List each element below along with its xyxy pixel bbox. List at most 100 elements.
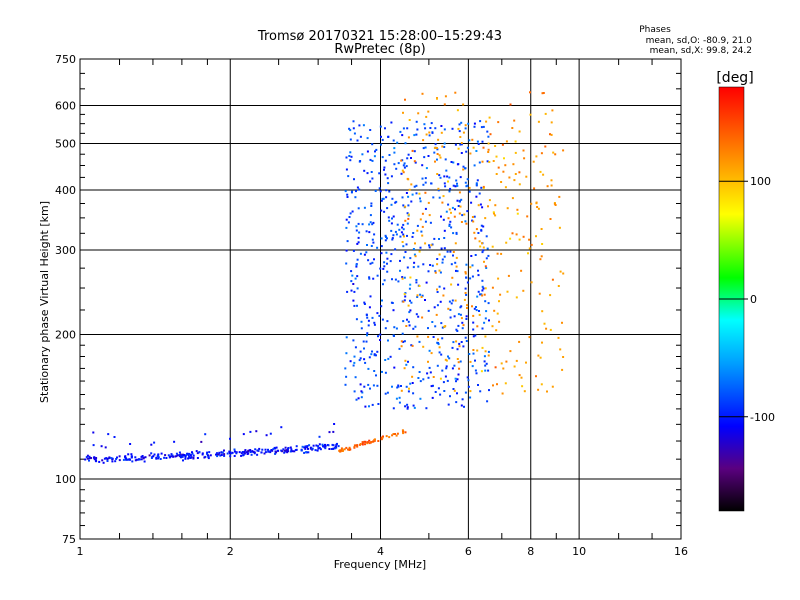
data-point	[462, 345, 465, 348]
data-point	[352, 364, 355, 367]
data-point	[484, 369, 487, 372]
data-point	[424, 146, 427, 149]
data-point	[386, 257, 389, 260]
data-point	[458, 212, 461, 215]
data-point	[421, 164, 424, 167]
data-point	[471, 264, 474, 267]
data-point	[459, 205, 462, 208]
data-point	[369, 158, 372, 161]
data-point	[333, 423, 336, 425]
data-point	[443, 182, 446, 185]
data-point	[353, 355, 356, 358]
data-point	[385, 196, 388, 199]
data-point	[482, 146, 485, 149]
data-point	[478, 240, 481, 243]
data-point	[403, 235, 405, 238]
data-point	[191, 451, 193, 454]
data-point	[372, 277, 375, 280]
data-point	[380, 143, 382, 146]
data-point	[442, 381, 445, 384]
data-point	[467, 122, 470, 125]
data-point	[332, 430, 335, 433]
data-point	[391, 385, 393, 388]
data-point	[494, 214, 497, 217]
data-point	[466, 178, 469, 181]
data-point	[551, 385, 554, 388]
data-point	[442, 195, 445, 198]
data-point	[368, 439, 371, 442]
data-point	[477, 143, 480, 145]
data-point	[459, 360, 462, 363]
data-point	[436, 288, 438, 291]
data-point	[354, 196, 357, 199]
y-tick-label: 200	[55, 329, 76, 342]
data-point	[428, 246, 431, 249]
data-point	[443, 142, 446, 145]
data-point	[409, 382, 412, 385]
minor-ticks	[80, 59, 681, 539]
data-point	[481, 251, 484, 254]
data-point	[357, 207, 360, 210]
data-point	[498, 320, 501, 323]
data-point	[403, 162, 406, 165]
data-point	[438, 285, 441, 288]
data-point	[384, 371, 387, 374]
data-point	[484, 265, 487, 268]
data-point	[374, 438, 376, 441]
data-point	[384, 392, 387, 395]
data-point	[377, 335, 379, 338]
data-point	[393, 366, 396, 369]
data-point	[509, 237, 512, 240]
data-point	[459, 143, 462, 146]
data-point	[416, 224, 419, 227]
data-point	[487, 254, 490, 257]
data-point	[353, 390, 356, 393]
data-point	[389, 355, 392, 358]
x-tick-label: 4	[377, 545, 384, 558]
data-point	[408, 324, 411, 327]
data-point	[370, 202, 373, 205]
data-point	[402, 300, 405, 303]
data-point	[361, 441, 364, 444]
data-point	[464, 391, 467, 394]
data-point	[478, 192, 481, 195]
data-point	[386, 237, 388, 240]
data-point	[434, 127, 437, 130]
data-point	[389, 260, 392, 263]
data-point	[386, 177, 389, 180]
data-point	[306, 445, 309, 448]
data-point	[257, 449, 260, 452]
data-point	[353, 304, 356, 307]
data-point	[357, 397, 360, 400]
data-point	[397, 162, 400, 165]
data-point	[316, 449, 319, 452]
data-point	[430, 244, 433, 247]
data-point	[345, 375, 348, 378]
data-point	[412, 366, 415, 369]
stats-title: Phases	[639, 25, 671, 35]
data-point	[472, 328, 475, 331]
data-point	[183, 454, 186, 456]
data-point	[343, 448, 346, 451]
data-point	[535, 235, 537, 238]
data-point	[394, 230, 397, 233]
data-point	[264, 451, 267, 454]
data-point	[468, 353, 471, 355]
data-point	[368, 223, 371, 226]
data-point	[352, 249, 355, 252]
data-point	[486, 130, 489, 133]
data-point	[150, 443, 153, 446]
data-point	[465, 318, 468, 320]
data-point	[405, 192, 408, 194]
data-point	[551, 278, 554, 281]
x-tick-label: 1	[77, 545, 84, 558]
data-point	[440, 322, 443, 325]
data-point	[359, 383, 362, 386]
data-point	[465, 222, 468, 225]
data-point	[178, 451, 181, 454]
data-point	[357, 236, 360, 239]
data-point	[349, 212, 352, 215]
data-point	[496, 383, 498, 386]
data-point	[413, 185, 416, 188]
data-point	[440, 353, 443, 356]
